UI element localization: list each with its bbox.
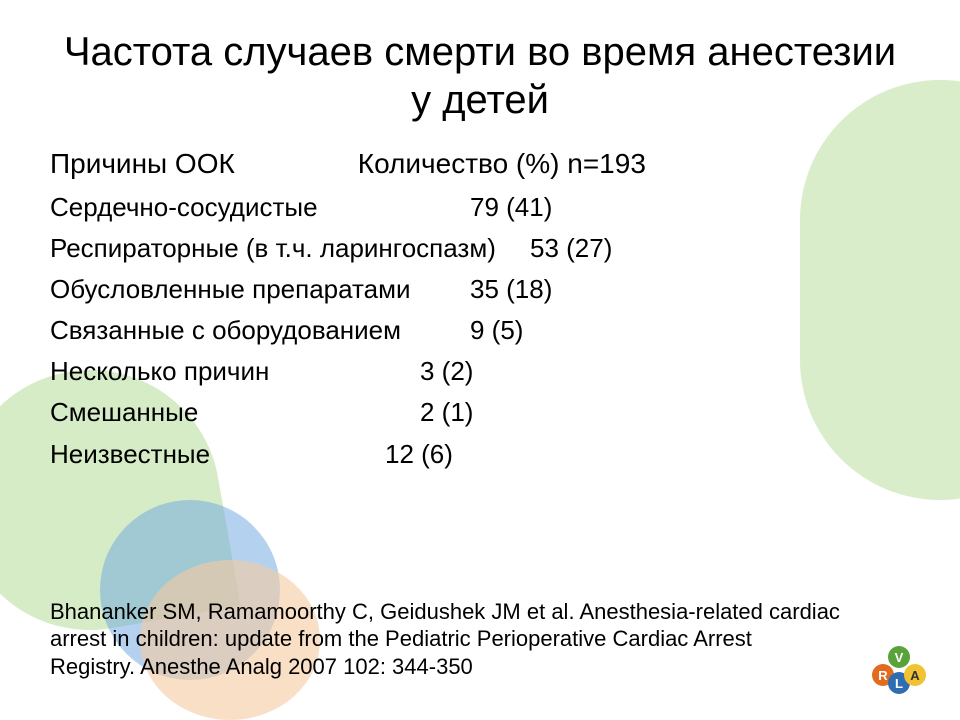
row-label: Несколько причин: [50, 354, 420, 389]
table-row: Смешанные2 (1): [50, 395, 910, 430]
table-row: Несколько причин3 (2): [50, 354, 910, 389]
slide-title: Частота случаев смерти во время анестези…: [50, 28, 910, 124]
row-label: Неизвестные: [50, 437, 385, 472]
row-value: 2 (1): [420, 395, 473, 430]
row-value: 3 (2): [420, 354, 473, 389]
row-value: 53 (27): [530, 231, 612, 266]
table-body: Сердечно-сосудистые79 (41) Респираторные …: [50, 190, 910, 472]
row-label: Сердечно-сосудистые: [50, 190, 470, 225]
table-row: Сердечно-сосудистые79 (41): [50, 190, 910, 225]
row-label: Смешанные: [50, 395, 420, 430]
logo-dot-green: V: [888, 646, 910, 668]
row-value: 9 (5): [470, 313, 523, 348]
row-value: 12 (6): [385, 437, 453, 472]
content-area: Частота случаев смерти во время анестези…: [0, 0, 960, 472]
row-value: 35 (18): [470, 272, 552, 307]
header-col-count: Количество (%) n=193: [358, 148, 646, 179]
row-label: Респираторные (в т.ч. ларингоспазм): [50, 231, 530, 266]
table-row: Респираторные (в т.ч. ларингоспазм)53 (2…: [50, 231, 910, 266]
row-value: 79 (41): [470, 190, 552, 225]
citation-text: Bhananker SM, Ramamoorthy C, Geidushek J…: [50, 598, 840, 681]
table-row: Связанные с оборудованием9 (5): [50, 313, 910, 348]
table-header: Причины ООК Количество (%) n=193: [50, 148, 910, 180]
header-col-causes: Причины ООК: [50, 148, 350, 180]
row-label: Обусловленные препаратами: [50, 272, 470, 307]
slide: Частота случаев смерти во время анестези…: [0, 0, 960, 720]
row-label: Связанные с оборудованием: [50, 313, 470, 348]
logo-dot-yellow: A: [904, 664, 926, 686]
logo-icon: R V L A: [872, 642, 932, 692]
table-row: Неизвестные12 (6): [50, 437, 910, 472]
table-row: Обусловленные препаратами35 (18): [50, 272, 910, 307]
